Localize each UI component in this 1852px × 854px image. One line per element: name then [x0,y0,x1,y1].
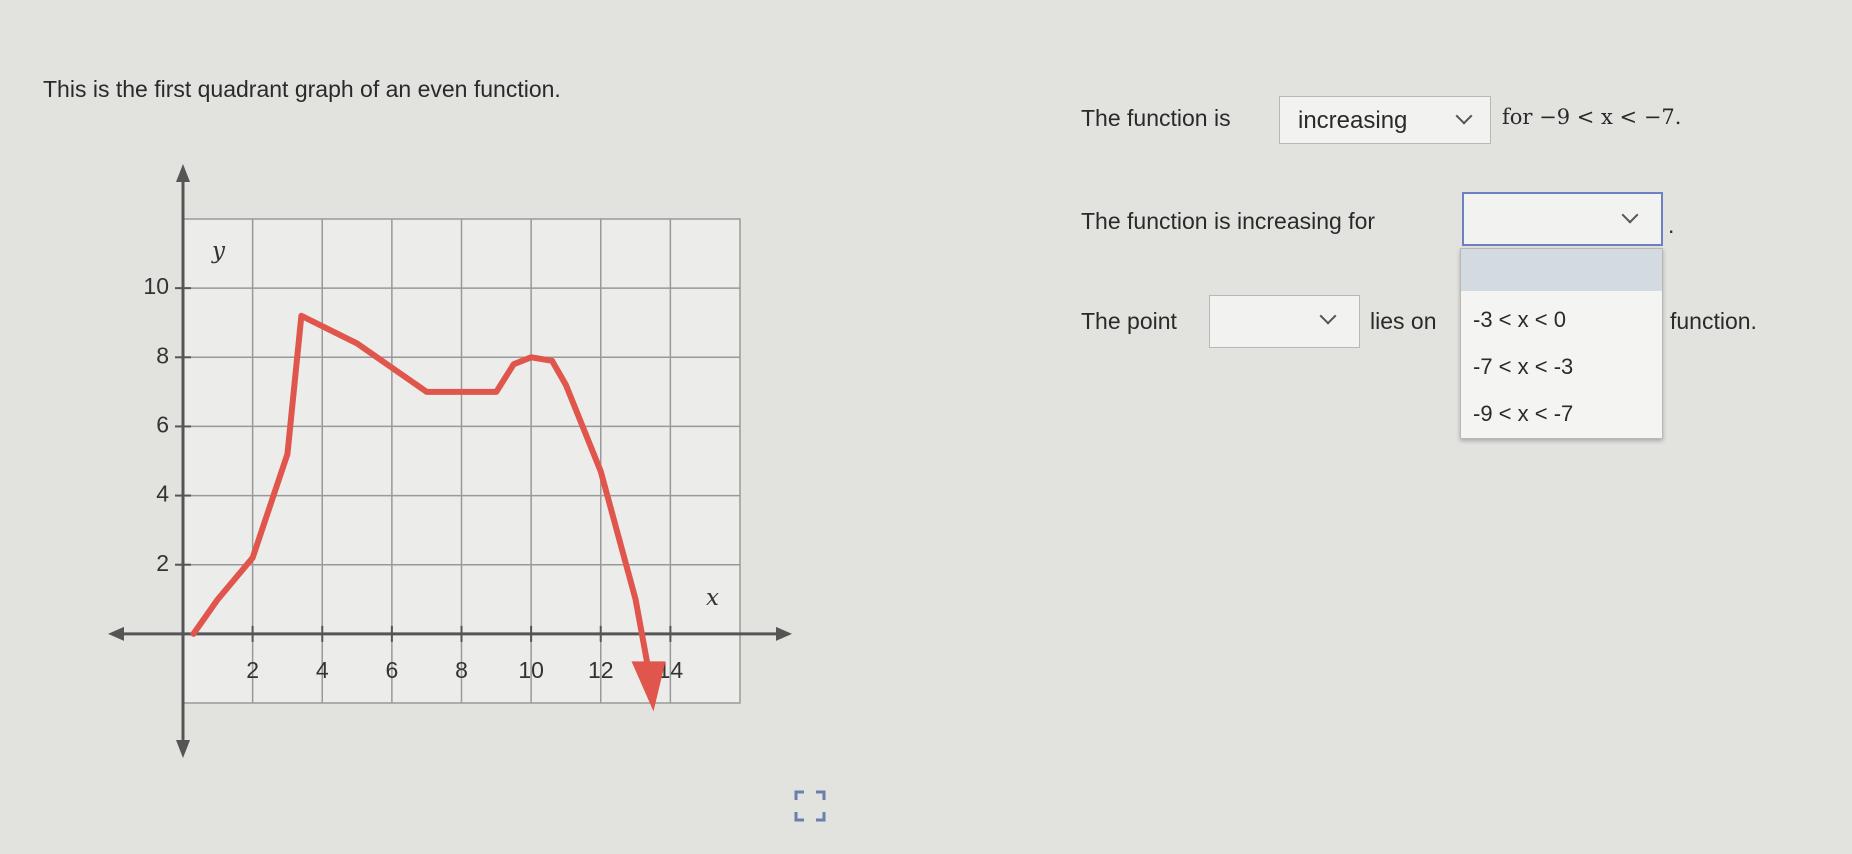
dropdown[interactable] [1209,295,1360,348]
y-tick-label: 8 [156,342,169,368]
y-tick-label: 6 [156,412,169,438]
x-axis-label: x [706,585,719,611]
y-tick-label: 10 [143,273,169,299]
question-text: lies on [1370,308,1437,334]
dropdown-value: increasing [1298,107,1408,134]
expand-icon[interactable] [790,786,830,826]
question-text: The function is increasing for [1081,208,1376,234]
dropdown-list: -3 < x < 0 -7 < x < -3 -9 < x < -7 [1460,248,1663,439]
question-text: The point [1081,308,1177,334]
expand-glyph [794,790,826,822]
x-tick-label: 2 [246,657,259,683]
y-axis-label: y [211,238,226,264]
chevron [1621,206,1639,224]
x-tick-label: 8 [455,657,468,683]
chevron [1455,107,1473,125]
y-tick-label: 4 [156,481,169,507]
question-text: . [1668,212,1675,238]
curve [190,312,653,679]
dropdown-option[interactable]: -9 < x < -7 [1473,401,1574,426]
x-tick-label: 4 [316,657,329,683]
x-tick-label: 12 [588,657,614,683]
prompt: This is the first quadrant graph of an e… [43,76,561,102]
dropdown-option[interactable]: -7 < x < -3 [1473,354,1574,379]
chevron [1319,307,1337,325]
x-tick-label: 6 [385,657,398,683]
x-tick-label: 10 [518,657,544,683]
dropdown[interactable] [1462,192,1663,246]
y-tick-label: 2 [156,550,169,576]
curve-arrow [631,661,666,712]
dropdown[interactable]: increasing [1279,96,1491,144]
highlighted-option[interactable] [1461,249,1662,291]
question-text: The function is [1081,105,1231,131]
question-text: for −9 < x < −7. [1502,105,1682,129]
dropdown-option[interactable]: -3 < x < 0 [1473,307,1566,332]
question-text: function. [1670,308,1757,334]
